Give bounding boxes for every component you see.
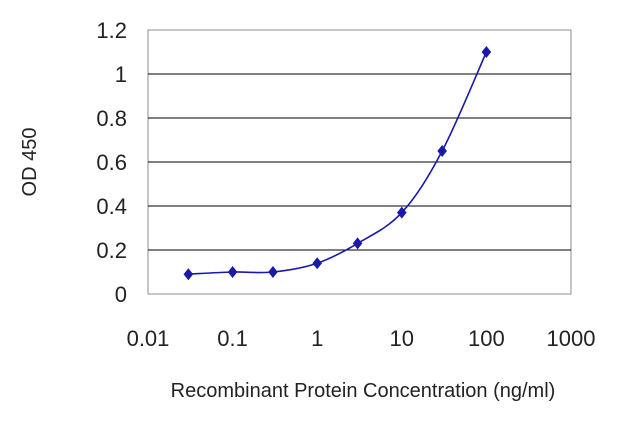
y-tick-label: 1.2 bbox=[96, 18, 127, 43]
x-axis-title: Recombinant Protein Concentration (ng/ml… bbox=[171, 380, 556, 402]
x-tick-label: 0.1 bbox=[217, 326, 248, 351]
x-tick-label: 1 bbox=[311, 326, 323, 351]
x-tick-labels: 0.01 0.1 1 10 100 1000 bbox=[127, 326, 596, 351]
y-tick-label: 0.4 bbox=[96, 194, 127, 219]
data-point bbox=[227, 266, 238, 278]
data-point bbox=[397, 206, 407, 219]
y-axis-title: OD 450 bbox=[19, 128, 41, 197]
grid-lines bbox=[148, 73, 571, 251]
series-group bbox=[183, 46, 492, 281]
y-tick-label: 0 bbox=[115, 282, 127, 307]
x-tick-label: 100 bbox=[468, 326, 505, 351]
data-point bbox=[481, 46, 492, 58]
data-point bbox=[268, 266, 278, 278]
y-tick-label: 0.2 bbox=[96, 238, 127, 263]
y-tick-label: 0.8 bbox=[96, 106, 127, 131]
x-tick-label: 0.01 bbox=[127, 326, 170, 351]
data-point bbox=[352, 237, 363, 250]
data-point bbox=[183, 268, 194, 281]
y-tick-labels: 0 0.2 0.4 0.6 0.8 1 1.2 bbox=[96, 18, 127, 307]
x-tick-label: 1000 bbox=[547, 326, 596, 351]
y-tick-label: 0.6 bbox=[96, 150, 127, 175]
data-point bbox=[312, 257, 322, 270]
y-tick-label: 1 bbox=[115, 62, 127, 87]
x-tick-label: 10 bbox=[390, 326, 414, 351]
data-point bbox=[437, 145, 447, 157]
